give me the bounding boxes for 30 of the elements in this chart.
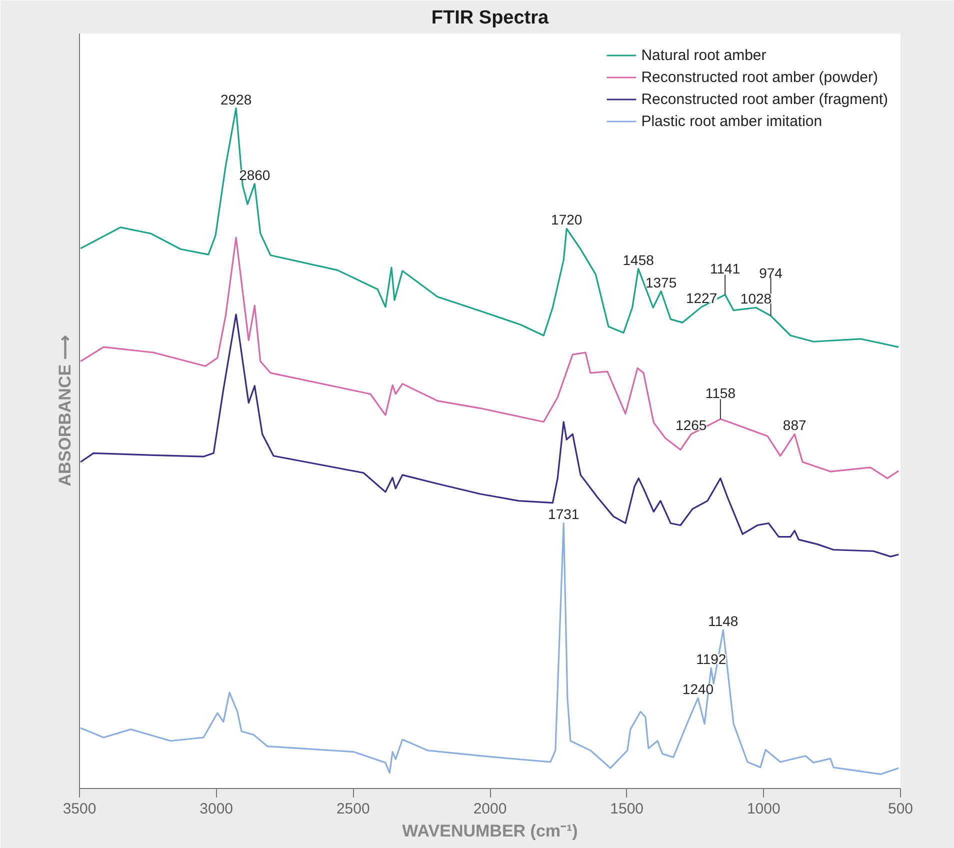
annotation: 1375 (645, 274, 677, 290)
y-axis-title: ABSORBANCE ⟶ (56, 336, 74, 486)
annotation: 974 (759, 264, 783, 281)
annotation: 1458 (622, 252, 654, 268)
annotation: 1240 (682, 681, 714, 698)
x-tick-label: 1000 (746, 800, 780, 818)
annotation: 1028 (740, 290, 772, 307)
annotation: 1265 (676, 417, 707, 434)
x-tick-label: 1500 (610, 800, 644, 818)
annotation: 1731 (548, 506, 580, 522)
x-tick-label: 3500 (62, 800, 96, 818)
annotation: 1148 (708, 613, 738, 630)
x-tick-label: 2000 (473, 800, 507, 818)
x-tick-label: 2500 (336, 800, 370, 818)
annotation: 1720 (551, 212, 582, 228)
chart-title: FTIR Spectra (431, 8, 550, 28)
x-tick-label: 500 (888, 800, 914, 818)
annotation: 1192 (696, 651, 726, 668)
legend-label: Reconstructed root amber (powder) (641, 68, 878, 86)
annotation: 1158 (705, 385, 736, 402)
annotation: 1141 (710, 260, 740, 277)
annotation: 2860 (239, 166, 270, 183)
legend-label: Natural root amber (641, 46, 766, 64)
annotation: 1227 (686, 290, 718, 306)
legend-label: Plastic root amber imitation (641, 112, 822, 130)
x-tick-label: 3000 (200, 800, 234, 818)
legend-label: Reconstructed root amber (fragment) (641, 90, 888, 108)
annotation: 887 (782, 417, 806, 434)
x-axis-title: WAVENUMBER (cm⁻¹) (402, 822, 578, 840)
annotation: 2928 (220, 91, 252, 108)
